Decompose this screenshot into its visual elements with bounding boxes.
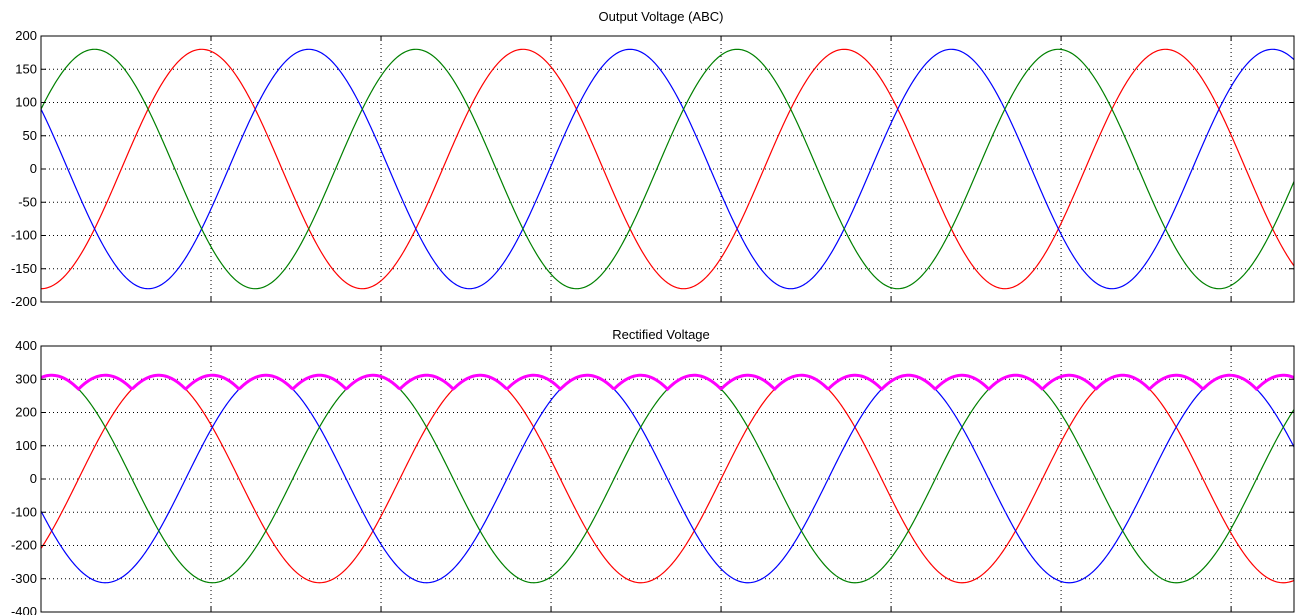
axes-output-voltage: Output Voltage (ABC) -200 -150 -100 -50 0 50 1… <box>11 9 1295 309</box>
y-tick-label: -50 <box>18 194 37 209</box>
series-line-1 <box>40 48 1295 290</box>
y-tick-label: 300 <box>15 371 37 386</box>
axes-rectified-voltage: Rectified Voltage -400 -300 -200 -100 0 100 20… <box>11 327 1295 615</box>
chart-title-rectified-voltage: Rectified Voltage <box>612 327 710 342</box>
y-tick-label: -200 <box>11 538 37 553</box>
series-line-envelope <box>40 373 1295 392</box>
series-line-1 <box>40 374 1295 584</box>
y-tick-label: -100 <box>11 228 37 243</box>
y-tick-label: -400 <box>11 604 37 615</box>
y-tick-label: -200 <box>11 294 37 309</box>
series-line-0 <box>40 48 1295 290</box>
y-tick-label: 100 <box>15 438 37 453</box>
chart-title-output-voltage: Output Voltage (ABC) <box>598 9 723 24</box>
grid-lines <box>41 346 1294 612</box>
y-axis-ticks: -200 -150 -100 -50 0 50 100 150 200 <box>11 28 1294 309</box>
series-lines <box>40 373 1295 584</box>
y-tick-label: 200 <box>15 28 37 43</box>
series-line-2 <box>40 48 1295 290</box>
y-tick-label: -150 <box>11 261 37 276</box>
y-tick-label: -100 <box>11 504 37 519</box>
series-lines <box>40 48 1295 290</box>
y-tick-label: 150 <box>15 61 37 76</box>
y-tick-label: 400 <box>15 338 37 353</box>
y-tick-label: 200 <box>15 405 37 420</box>
y-tick-label: 50 <box>23 128 37 143</box>
series-line-0 <box>40 374 1295 584</box>
y-tick-label: 0 <box>30 161 37 176</box>
y-axis-ticks: -400 -300 -200 -100 0 100 200 300 400 <box>11 338 1294 615</box>
y-tick-label: 0 <box>30 471 37 486</box>
y-tick-label: 100 <box>15 95 37 110</box>
y-tick-label: -300 <box>11 571 37 586</box>
